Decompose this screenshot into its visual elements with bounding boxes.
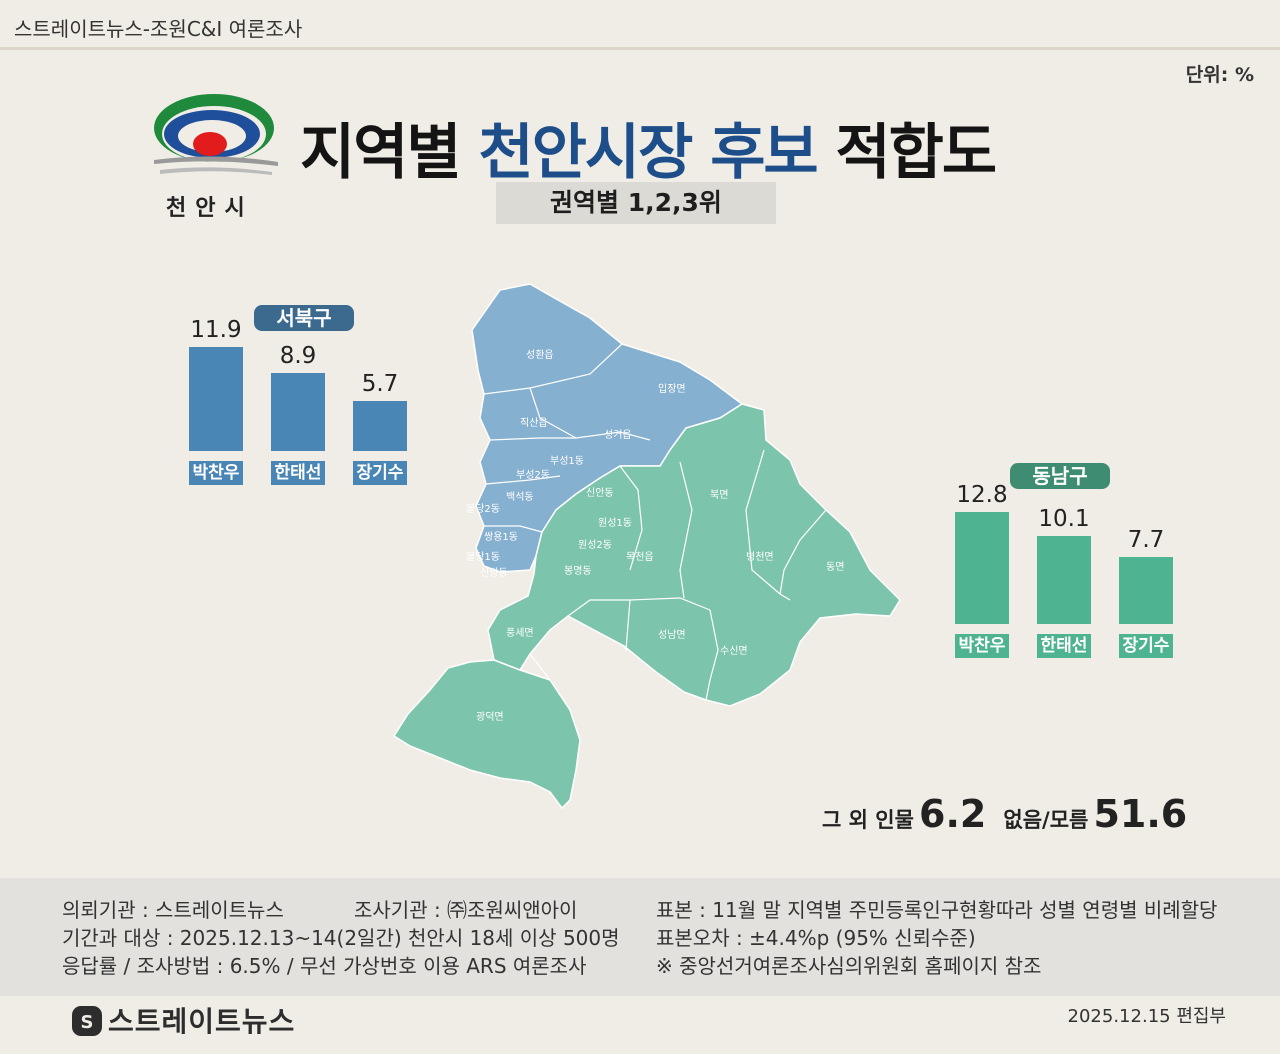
bar-value-label: 10.1 <box>1038 505 1090 532</box>
bar-category-label: 장기수 <box>1119 634 1173 658</box>
map-label: 직산읍 <box>520 417 548 429</box>
title-part2: 적합도 <box>835 118 997 188</box>
bar-value-label: 12.8 <box>956 482 1008 508</box>
map-label: 성거읍 <box>604 429 632 441</box>
bar-category-label: 박찬우 <box>189 461 243 485</box>
map-label: 광덕면 <box>476 711 504 723</box>
title-part1: 지역별 <box>300 118 462 188</box>
logo-text: 천안시 <box>166 196 254 221</box>
svg-text:S: S <box>81 1012 94 1033</box>
map-label: 동면 <box>826 561 844 573</box>
map-label: 풍세면 <box>506 627 534 639</box>
subtitle: 권역별 1,2,3위 <box>496 182 776 224</box>
map-label: 부성2동 <box>516 469 550 481</box>
unknown-label: 없음/모름 <box>1003 808 1089 832</box>
survey-method: 응답률 / 조사방법 : 6.5% / 무선 가상번호 이용 ARS 여론조사 <box>62 954 587 978</box>
bar <box>353 401 407 451</box>
others-label: 그 외 인물 <box>822 808 914 832</box>
survey-client: 의뢰기관 : 스트레이트뉴스 <box>62 898 284 922</box>
map-label: 성환읍 <box>526 349 554 361</box>
bar-value-label: 8.9 <box>279 343 317 370</box>
bar-category-label: 한태선 <box>1037 634 1091 658</box>
survey-sample: 표본 : 11월 말 지역별 주민등록인구현황따라 성별 연령별 비례할당 <box>656 898 1218 922</box>
map-label: 북면 <box>710 489 728 501</box>
bar-value-label: 7.7 <box>1127 526 1165 553</box>
bar-value-label: 5.7 <box>361 371 399 398</box>
cheonan-logo <box>154 94 278 175</box>
others-summary: 그 외 인물 6.2 없음/모름 51.6 <box>822 792 1199 836</box>
bar-value-label: 11.9 <box>190 316 242 343</box>
map-label: 봉명동 <box>564 565 592 577</box>
header-bar: 스트레이트뉴스-조원C&I 여론조사 <box>0 0 1280 50</box>
bar <box>189 346 243 451</box>
brand-name: 스트레이트뉴스 <box>108 1005 296 1038</box>
bar-category-label: 장기수 <box>353 461 407 485</box>
title-highlight: 천안시장 후보 <box>478 118 819 188</box>
map-label: 입장면 <box>658 382 686 395</box>
bar <box>1119 556 1173 624</box>
edit-date: 2025.12.15 편집부 <box>1067 1006 1226 1027</box>
survey-info-box <box>0 878 1280 996</box>
region-label: 동남구 <box>1010 463 1110 489</box>
header-title: 스트레이트뉴스-조원C&I 여론조사 <box>14 17 303 41</box>
bar <box>1037 535 1091 624</box>
map-label: 불당2동 <box>466 503 500 515</box>
bar <box>955 512 1009 624</box>
map-label: 원성1동 <box>598 517 632 529</box>
map-label: 원성2동 <box>578 539 612 551</box>
survey-period: 기간과 대상 : 2025.12.13~14(2일간) 천안시 18세 이상 5… <box>62 926 620 950</box>
region-label: 서북구 <box>254 305 354 331</box>
others-value: 6.2 <box>919 792 987 836</box>
bar-category-label: 박찬우 <box>955 634 1009 658</box>
map-label: 신안동 <box>586 487 614 499</box>
survey-error: 표본오차 : ±4.4%p (95% 신뢰수준) <box>656 926 976 950</box>
map-label: 병천면 <box>746 551 774 563</box>
survey-agency: 조사기관 : ㈜조원씨앤아이 <box>354 898 578 922</box>
survey-note: ※ 중앙선거여론조사심의위원회 홈페이지 참조 <box>656 954 1042 978</box>
map-label: 쌍용1동 <box>484 531 518 543</box>
map-label: 수신면 <box>720 645 748 657</box>
unknown-value: 51.6 <box>1093 792 1188 836</box>
gwangdeok-shape <box>392 659 581 810</box>
brand-logo-icon: S <box>72 1006 102 1036</box>
bar <box>271 373 325 451</box>
map-label: 불당1동 <box>466 551 500 563</box>
southeast-district-shape <box>487 403 901 707</box>
cheonan-map: 성환읍 입장면 직산읍 성거읍 부성1동 부성2동 백석동 불당2동 불당1동 … <box>392 283 901 810</box>
map-label: 성남면 <box>658 629 686 641</box>
map-label: 목천읍 <box>626 551 654 563</box>
bar-category-label: 한태선 <box>271 461 325 485</box>
main-title: 지역별 천안시장 후보 적합도 <box>300 104 997 191</box>
map-label: 신방동 <box>480 567 508 579</box>
map-label: 부성1동 <box>550 455 584 467</box>
unit-label: 단위: % <box>1185 64 1254 86</box>
map-label: 백석동 <box>506 491 534 503</box>
